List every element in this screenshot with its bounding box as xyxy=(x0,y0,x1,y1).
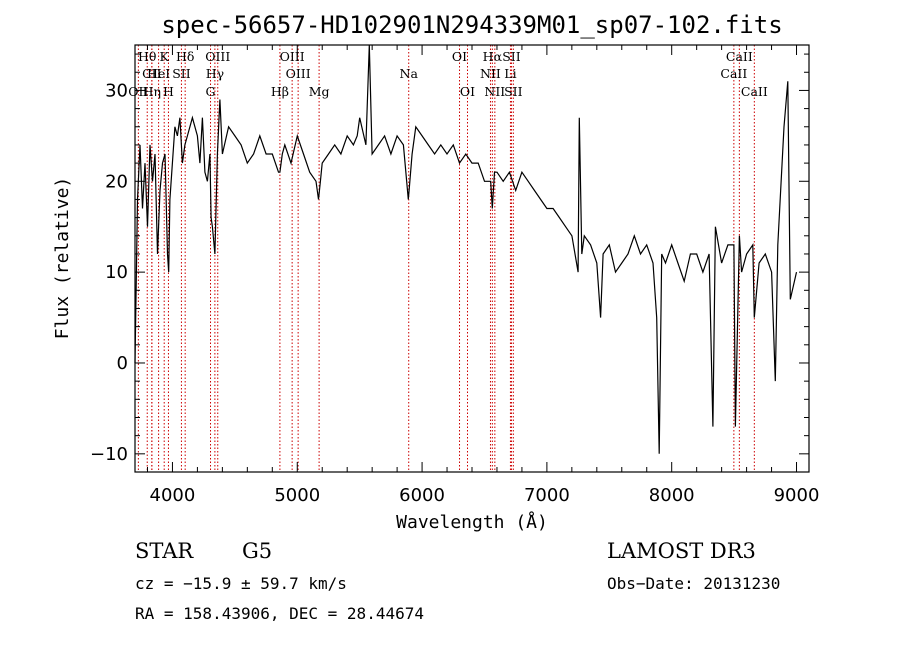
spectral-line-label: CaII xyxy=(720,66,747,81)
y-tick-label: 30 xyxy=(105,80,128,101)
y-axis-label: Flux (relative) xyxy=(52,177,73,340)
spectral-line-label: OII xyxy=(128,84,148,99)
spectral-line-label: OIII xyxy=(280,49,305,64)
obs-date-text: Obs−Date: 20131230 xyxy=(607,574,781,593)
x-tick-label: 7000 xyxy=(524,485,570,506)
spectral-line-label: NII xyxy=(484,84,505,99)
spectral-line-label: OIII xyxy=(205,49,230,64)
spectral-line-label: OI xyxy=(460,84,475,99)
spectral-line-label: NII xyxy=(480,66,501,81)
y-tick-label: 0 xyxy=(117,353,128,374)
spectral-line-label: Hη xyxy=(143,84,161,99)
x-axis-label: Wavelength (Å) xyxy=(396,511,548,533)
spectral-line-label: HeI xyxy=(147,66,170,81)
y-tick-label: 10 xyxy=(105,262,128,283)
spectral-line-label: Na xyxy=(400,66,419,81)
redshift-text: cz = −15.9 ± 59.7 km/s xyxy=(135,574,347,593)
spectral-line-label: Li xyxy=(504,66,516,81)
spectral-line-label: Hβ xyxy=(271,84,289,99)
spectral-line-label: SII xyxy=(502,49,521,64)
spectral-line-label: Hγ xyxy=(206,66,224,81)
spectral-line-label: CaII xyxy=(726,49,753,64)
subclass: G5 xyxy=(242,539,273,563)
spectral-line-label: OIII xyxy=(286,66,311,81)
spectral-line-label: G xyxy=(206,84,216,99)
x-tick-label: 6000 xyxy=(399,485,445,506)
y-tick-label: −10 xyxy=(90,444,128,465)
spectral-line-label: Hθ xyxy=(138,49,156,64)
spectral-line-label: Hα xyxy=(483,49,503,64)
spectral-line-label: Hδ xyxy=(176,49,194,64)
spectral-line-label: CII xyxy=(142,66,162,81)
spectral-line-label: SII xyxy=(172,66,191,81)
spectral-line-label: OI xyxy=(452,49,467,64)
survey-label: LAMOST DR3 xyxy=(607,539,756,563)
spectral-line-label: H xyxy=(163,84,174,99)
coords-text: RA = 158.43906, DEC = 28.44674 xyxy=(135,604,424,623)
x-tick-label: 9000 xyxy=(774,485,820,506)
y-tick-label: 20 xyxy=(105,171,128,192)
x-tick-label: 8000 xyxy=(649,485,695,506)
x-tick-label: 4000 xyxy=(150,485,196,506)
object-class: STAR xyxy=(135,539,194,563)
spectral-line-label: CaII xyxy=(741,84,768,99)
x-tick-label: 5000 xyxy=(274,485,320,506)
spectrum-line xyxy=(134,44,798,454)
spectral-line-label: Mg xyxy=(309,84,330,99)
spectral-line-label: SII xyxy=(504,84,523,99)
chart-title: spec-56657-HD102901N294339M01_sp07-102.f… xyxy=(161,11,782,39)
spectral-line-label: K xyxy=(160,49,170,64)
